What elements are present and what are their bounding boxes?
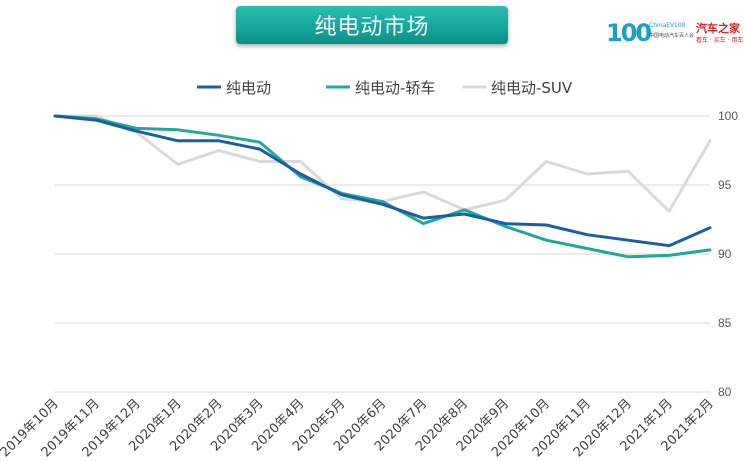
y-tick-label: 95: [718, 178, 732, 192]
brand-logo: 100 ChinaEV100 中国电动汽车百人会 汽车之家 看车 · 买车 · …: [606, 18, 744, 52]
y-tick-label: 85: [718, 316, 732, 330]
series-line-2: [53, 114, 712, 259]
legend-label-2: 纯电动-轿车: [355, 79, 435, 97]
logo-brand: 汽车之家: [696, 22, 740, 35]
legend: 纯电动 纯电动-轿车 纯电动-SUV: [197, 79, 573, 97]
y-tick-label: 80: [718, 385, 732, 399]
logo-subtitle: 中国电动汽车百人会: [649, 33, 695, 39]
chart-title: 纯电动市场: [314, 15, 430, 40]
grid-lines: [55, 115, 710, 393]
series-lines: [53, 114, 712, 259]
title-banner: 纯电动市场: [236, 6, 508, 44]
x-axis-ticks: 2019年10月2019年11月2019年12月2020年1月2020年2月20…: [0, 396, 717, 460]
logo-mark: 100: [606, 19, 652, 47]
legend-label-1: 纯电动: [226, 79, 271, 97]
y-axis-ticks: 80 85 90 95 100: [718, 109, 738, 399]
logo-slogan: 看车 · 买车 · 用车: [696, 37, 744, 44]
series-line-1: [53, 114, 712, 248]
y-tick-label: 100: [718, 109, 738, 123]
y-tick-label: 90: [718, 247, 732, 261]
legend-label-3: 纯电动-SUV: [491, 79, 573, 97]
logo-name: ChinaEV100: [649, 22, 686, 29]
